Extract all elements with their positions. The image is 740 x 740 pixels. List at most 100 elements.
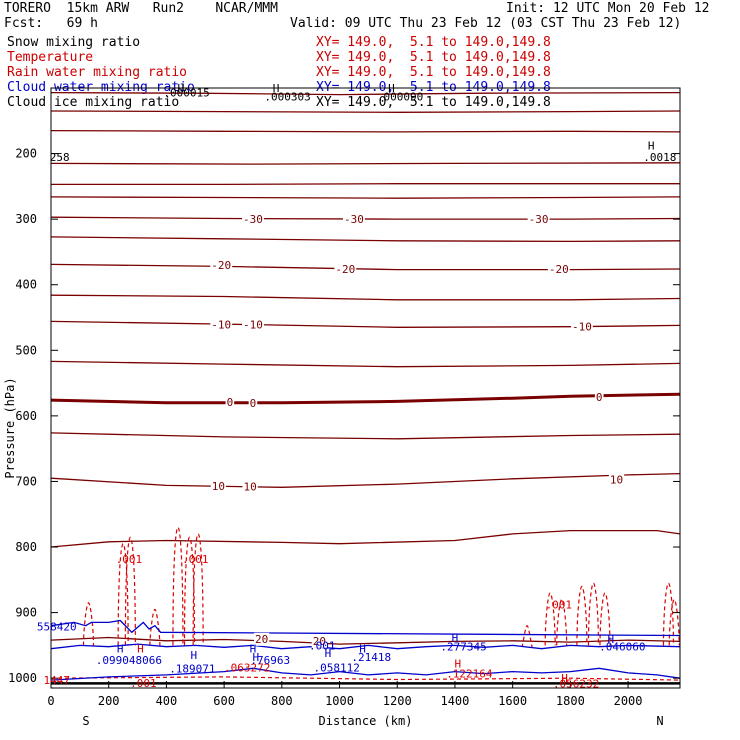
x-tick-label: 1600 — [498, 694, 527, 708]
extremum-label: H — [178, 82, 185, 95]
extremum-label: H — [117, 643, 124, 656]
rain-contour — [544, 592, 556, 646]
extremum-label: .001 — [116, 553, 143, 566]
isotherm-label: -10 — [211, 319, 231, 332]
isotherm-line — [50, 320, 681, 328]
isotherm-label-background — [210, 259, 233, 273]
extremum-label: .0018 — [643, 151, 676, 164]
x-tick-label: 1400 — [440, 694, 469, 708]
isotherm-label-background — [210, 480, 226, 494]
extremum-label: H — [648, 140, 655, 153]
isotherm-line — [50, 110, 681, 113]
contour-layer — [50, 91, 681, 685]
rain-contour — [587, 582, 600, 646]
isotherm-line — [50, 294, 681, 301]
isotherm-label: -20 — [211, 259, 231, 272]
isotherm-label-background — [334, 262, 357, 276]
isotherm-line — [50, 636, 681, 645]
isotherm-label: 0 — [250, 397, 257, 410]
rain-contour — [576, 585, 588, 646]
extremum-label: .046060 — [599, 641, 645, 654]
legend-rain-xy: XY= 149.0, 5.1 to 149.0,149.8 — [316, 65, 551, 80]
model-run-label: TORERO 15km ARW Run2 NCAR/MMM — [4, 1, 278, 16]
rain-contour — [124, 536, 136, 646]
valid-time-label: Valid: 09 UTC Thu 23 Feb 12 (03 CST Thu … — [290, 16, 682, 31]
legend-cloud-ice-xy: XY= 149.0, 5.1 to 149.0,149.8 — [316, 95, 551, 110]
isotherm-label-background — [242, 213, 264, 227]
x-tick-label: 600 — [213, 694, 235, 708]
extremum-label: .063272 — [224, 662, 270, 675]
extremum-label: H — [561, 672, 568, 685]
isotherm-line — [50, 162, 681, 165]
rain-contour — [662, 582, 675, 646]
extremum-label: H — [250, 643, 257, 656]
extremum-label: .058112 — [313, 662, 359, 675]
extremum-label: H — [452, 632, 459, 645]
extremum-label: .099048066 — [96, 654, 162, 667]
extremum-label: .122164 — [446, 668, 493, 681]
isotherm-line — [50, 91, 681, 96]
cloud-water-contour — [50, 643, 681, 650]
x-tick-label: 400 — [156, 694, 178, 708]
isotherm-label: 0 — [596, 391, 603, 404]
extremum-label: .000090 — [377, 91, 423, 104]
isotherm-label: 10 — [243, 481, 256, 494]
x-axis-title: Distance (km) — [319, 714, 413, 728]
isotherm-label-background — [527, 213, 550, 227]
isotherm-line — [50, 216, 681, 220]
x-tick-label: 2000 — [614, 694, 643, 708]
y-tick-label: 700 — [15, 474, 37, 488]
extremum-label: .001 — [182, 553, 209, 566]
extremum-label: H — [253, 651, 260, 664]
isotherm-line — [51, 183, 680, 186]
isotherm-line — [50, 360, 681, 368]
extremum-label: .056232 — [553, 677, 599, 690]
isotherm-line — [50, 263, 681, 271]
y-tick-label: 600 — [15, 409, 37, 423]
isotherm-label: 10 — [212, 480, 225, 493]
y-tick-label: 400 — [15, 278, 37, 292]
isotherm-label-background — [343, 213, 365, 227]
extremum-label: .000303 — [264, 91, 310, 104]
x-tick-label: 0 — [47, 694, 54, 708]
extremum-label: H — [273, 82, 280, 95]
isotherm-line — [50, 129, 681, 133]
isotherm-label-background — [225, 396, 235, 410]
rain-contour — [117, 543, 129, 646]
rain-contour — [668, 598, 680, 646]
isotherm-label: 20 — [313, 635, 326, 648]
isotherm-label-background — [210, 318, 233, 332]
isotherm-label: 0 — [227, 396, 234, 409]
south-end-label: S — [82, 714, 89, 728]
legend-temperature-label: Temperature — [7, 50, 94, 65]
cloud-water-contour — [50, 619, 681, 637]
isotherm-line — [50, 196, 681, 199]
isotherm-label: 20 — [255, 633, 268, 646]
isotherm-line — [50, 529, 681, 548]
x-tick-label: 1800 — [556, 694, 585, 708]
isotherm-label-background — [570, 320, 593, 334]
rain-contour — [172, 526, 184, 646]
y-tick-label: 900 — [15, 606, 37, 620]
rain-contour — [50, 676, 681, 681]
isotherm-line — [50, 236, 681, 243]
isotherm-label-background — [254, 632, 270, 646]
x-tick-label: 1000 — [325, 694, 354, 708]
isotherm-label-background — [608, 473, 625, 487]
legend-rain-label: Rain water mixing ratio — [7, 65, 188, 80]
isotherm-label: -20 — [335, 263, 355, 276]
extremum-label: .001 — [309, 639, 336, 652]
extremum-label: .76963 — [250, 654, 290, 667]
isotherm-label: -10 — [572, 321, 592, 334]
isotherm-label: 10 — [610, 473, 623, 486]
y-axis-title: Pressure (hPa) — [3, 377, 17, 478]
y-tick-label: 800 — [15, 540, 37, 554]
isotherm-label: -30 — [529, 213, 549, 226]
axes-layer: 0 200 400 600 800 1000 1200 1400 1600 1800 2000200… — [3, 87, 681, 728]
extremum-label: .000015 — [163, 87, 209, 100]
extremum-label: 558420 — [37, 620, 77, 633]
isotherm-line — [50, 392, 681, 405]
extremum-label: .189071 — [169, 662, 215, 675]
x-tick-label: 800 — [271, 694, 293, 708]
isotherm-label: -30 — [243, 213, 263, 226]
